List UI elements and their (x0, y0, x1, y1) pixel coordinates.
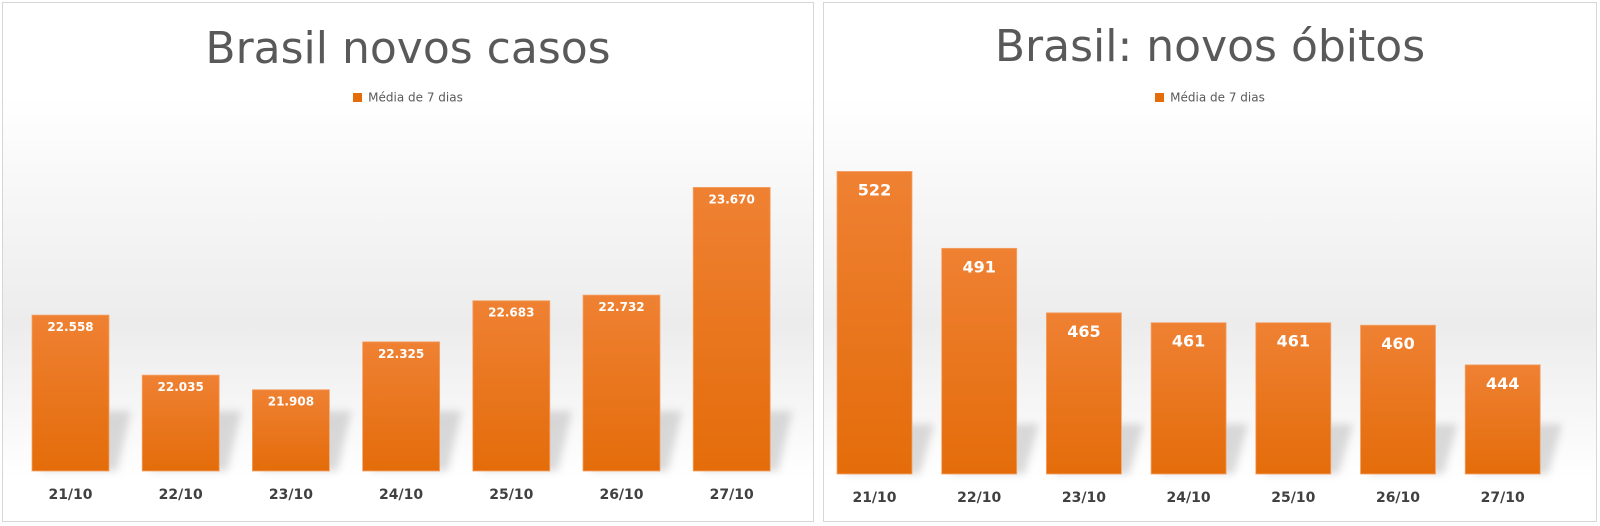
chart-legend: Média de 7 dias (3, 90, 813, 105)
x-tick-label: 21/10 (48, 487, 92, 503)
x-tick-label: 22/10 (159, 487, 203, 503)
legend-label: Média de 7 dias (368, 90, 463, 105)
x-tick-label: 25/10 (1271, 490, 1315, 506)
legend-label: Média de 7 dias (1170, 90, 1265, 105)
bar-chart-new-deaths: 522 21/10 491 22/10 465 23/10 461 24/10 461 25/10… (836, 171, 1563, 506)
data-label: 461 (1172, 332, 1205, 351)
legend-swatch-icon (353, 93, 363, 102)
bar-25-10 (1255, 322, 1332, 475)
bar-26-10 (1360, 324, 1436, 475)
data-label: 23.670 (709, 192, 755, 206)
x-tick-label: 23/10 (269, 487, 313, 503)
x-tick-label: 24/10 (1167, 490, 1211, 506)
chart-panel-new-cases: Brasil novos casos Média de 7 dias 22.55… (2, 2, 814, 522)
x-tick-label: 24/10 (379, 487, 423, 503)
data-label: 22.035 (158, 380, 204, 394)
x-tick-label: 27/10 (710, 487, 754, 503)
x-tick-label: 25/10 (489, 487, 533, 503)
x-tick-label: 21/10 (852, 490, 896, 506)
data-label: 22.558 (47, 320, 93, 334)
x-tick-label: 22/10 (957, 490, 1001, 506)
bar-22-10 (941, 247, 1018, 475)
chart-legend: Média de 7 dias (824, 90, 1596, 105)
data-label: 22.732 (598, 300, 644, 314)
data-label: 444 (1486, 374, 1519, 393)
bar-24-10 (362, 341, 441, 472)
x-tick-label: 23/10 (1062, 490, 1106, 506)
bar-23-10 (1045, 312, 1122, 475)
bar-22-10 (141, 374, 220, 472)
bar-21-10 (31, 314, 110, 472)
data-label: 522 (858, 180, 891, 199)
data-label: 22.683 (488, 306, 534, 320)
x-tick-label: 26/10 (1376, 490, 1420, 506)
bar-25-10 (472, 300, 551, 472)
data-label: 460 (1381, 334, 1414, 353)
bar-chart-new-cases: 22.558 21/10 22.035 22/10 21.908 23/10 22.325 2… (31, 187, 793, 503)
bar-26-10 (582, 294, 661, 472)
chart-title: Brasil: novos óbitos (994, 21, 1426, 72)
data-label: 465 (1067, 322, 1100, 341)
chart-title: Brasil novos casos (205, 23, 611, 74)
bar-27-10 (692, 187, 771, 472)
data-label: 461 (1277, 332, 1310, 351)
data-label: 491 (962, 257, 995, 276)
chart-panel-new-deaths: Brasil: novos óbitos Média de 7 dias 522… (823, 2, 1597, 522)
legend-swatch-icon (1155, 93, 1165, 102)
bar-24-10 (1150, 322, 1227, 475)
bar-23-10 (251, 389, 330, 472)
x-tick-label: 27/10 (1481, 490, 1525, 506)
bar-21-10 (836, 171, 913, 475)
bar-27-10 (1464, 364, 1541, 475)
x-tick-label: 26/10 (599, 487, 643, 503)
data-label: 22.325 (378, 347, 424, 361)
data-label: 21.908 (268, 395, 314, 409)
